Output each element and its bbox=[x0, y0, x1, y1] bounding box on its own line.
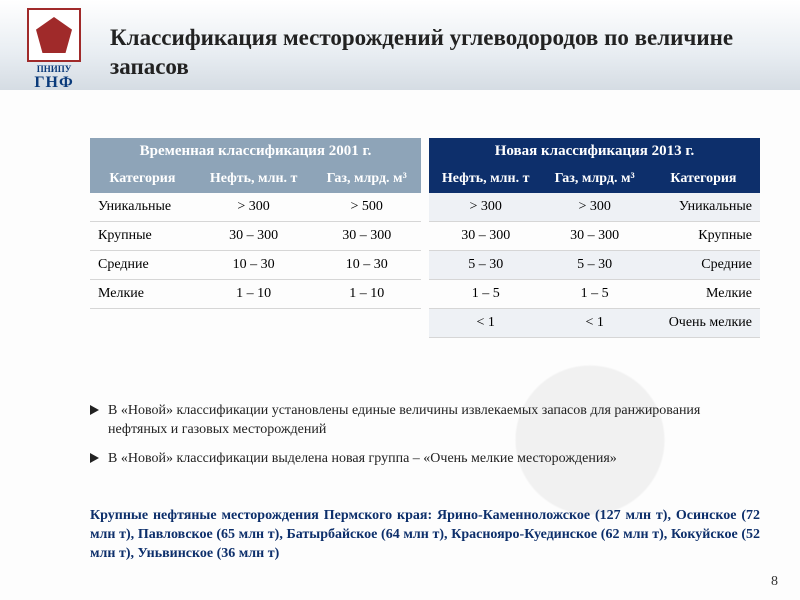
table-new-cell: < 1 bbox=[429, 309, 542, 338]
table-new-cell: 1 – 5 bbox=[429, 280, 542, 309]
table-old-row: Уникальные> 300> 500 bbox=[90, 193, 421, 222]
table-old-cell: 10 – 30 bbox=[312, 251, 421, 280]
table-old: Категория Нефть, млн. т Газ, млрд. м³ Ун… bbox=[90, 165, 421, 309]
table-new-cell: > 300 bbox=[542, 193, 647, 222]
table-old-h0: Категория bbox=[90, 165, 195, 193]
table-new-cell: Уникальные bbox=[647, 193, 760, 222]
table-new-cell: 30 – 300 bbox=[542, 222, 647, 251]
table-old-cell: 1 – 10 bbox=[195, 280, 313, 309]
table-new-h2: Категория bbox=[647, 165, 760, 193]
table-new-cell: > 300 bbox=[429, 193, 542, 222]
logo-block: ПНИПУ ГНФ bbox=[18, 8, 90, 92]
table-old-cell: 30 – 300 bbox=[195, 222, 313, 251]
logo-icon bbox=[27, 8, 81, 62]
slide-title: Классификация месторождений углеводородо… bbox=[110, 24, 760, 82]
table-new-row: 5 – 305 – 30Средние bbox=[429, 251, 760, 280]
table-new-cell: Средние bbox=[647, 251, 760, 280]
table-new-cell: Очень мелкие bbox=[647, 309, 760, 338]
table-old-cell: Мелкие bbox=[90, 280, 195, 309]
table-new-cell: 5 – 30 bbox=[542, 251, 647, 280]
table-old-cell: 10 – 30 bbox=[195, 251, 313, 280]
table-old-row: Крупные30 – 30030 – 300 bbox=[90, 222, 421, 251]
table-new-row: 1 – 51 – 5Мелкие bbox=[429, 280, 760, 309]
table-old-block: Временная классификация 2001 г. Категори… bbox=[90, 138, 421, 338]
table-old-cell: > 500 bbox=[312, 193, 421, 222]
table-old-h2: Газ, млрд. м³ bbox=[312, 165, 421, 193]
table-old-cell: Уникальные bbox=[90, 193, 195, 222]
table-old-cell: 1 – 10 bbox=[312, 280, 421, 309]
table-new-cell: 5 – 30 bbox=[429, 251, 542, 280]
table-new-row: < 1< 1Очень мелкие bbox=[429, 309, 760, 338]
table-new-h0: Нефть, млн. т bbox=[429, 165, 542, 193]
table-new-block: Новая классификация 2013 г. Нефть, млн. … bbox=[429, 138, 760, 338]
table-old-row: Средние10 – 3010 – 30 bbox=[90, 251, 421, 280]
logo-text-bottom: ГНФ bbox=[18, 74, 90, 92]
page-number: 8 bbox=[771, 574, 778, 590]
table-old-caption: Временная классификация 2001 г. bbox=[90, 138, 421, 165]
table-new-row: 30 – 30030 – 300Крупные bbox=[429, 222, 760, 251]
table-new-cell: Мелкие bbox=[647, 280, 760, 309]
table-new-cell: < 1 bbox=[542, 309, 647, 338]
table-old-cell: 30 – 300 bbox=[312, 222, 421, 251]
table-old-cell: > 300 bbox=[195, 193, 313, 222]
table-old-row: Мелкие1 – 101 – 10 bbox=[90, 280, 421, 309]
table-new-cell: Крупные bbox=[647, 222, 760, 251]
logo-text-top: ПНИПУ bbox=[18, 64, 90, 74]
table-old-cell: Крупные bbox=[90, 222, 195, 251]
table-old-h1: Нефть, млн. т bbox=[195, 165, 313, 193]
table-old-cell: Средние bbox=[90, 251, 195, 280]
bullet-item: В «Новой» классификации выделена новая г… bbox=[90, 450, 760, 469]
table-new-cell: 30 – 300 bbox=[429, 222, 542, 251]
table-new-caption: Новая классификация 2013 г. bbox=[429, 138, 760, 165]
footer-text: Крупные нефтяные месторождения Пермского… bbox=[90, 507, 760, 564]
table-new-h1: Газ, млрд. м³ bbox=[542, 165, 647, 193]
tables-container: Временная классификация 2001 г. Категори… bbox=[90, 138, 760, 338]
table-new-cell: 1 – 5 bbox=[542, 280, 647, 309]
bullet-list: В «Новой» классификации установлены един… bbox=[90, 402, 760, 479]
table-new: Нефть, млн. т Газ, млрд. м³ Категория > … bbox=[429, 165, 760, 338]
table-new-row: > 300> 300Уникальные bbox=[429, 193, 760, 222]
bullet-item: В «Новой» классификации установлены един… bbox=[90, 402, 760, 440]
